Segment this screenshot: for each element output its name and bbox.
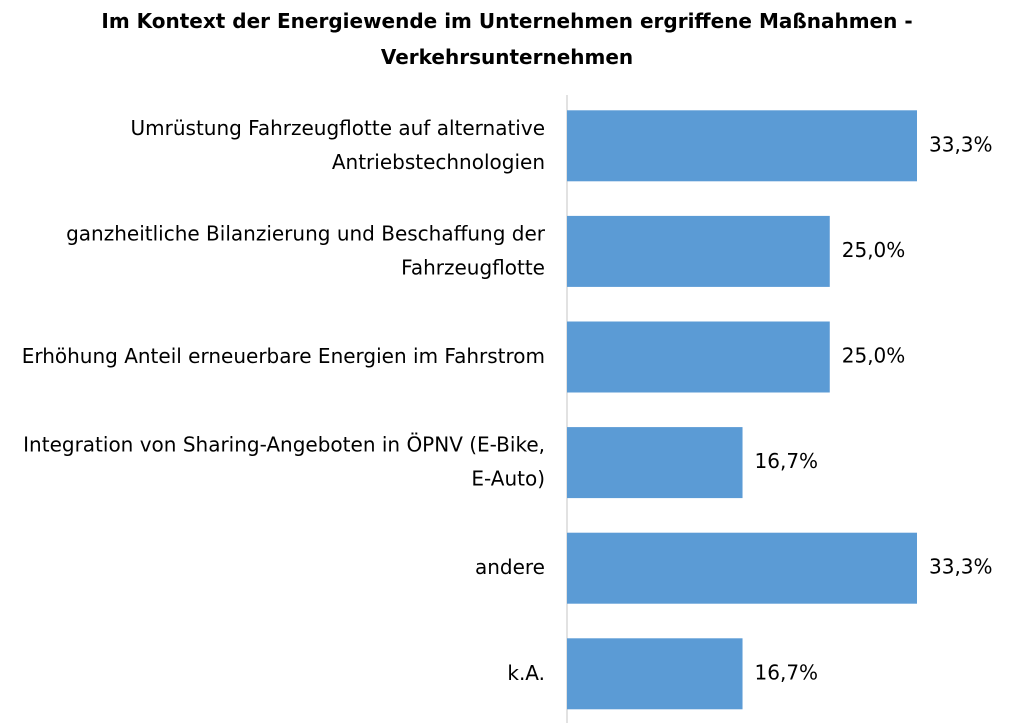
bar: [567, 321, 830, 393]
category-label: andere: [475, 555, 545, 579]
value-label: 16,7%: [755, 660, 819, 684]
bar: [567, 638, 743, 710]
category-label: Umrüstung Fahrzeugflotte auf alternative…: [131, 115, 546, 173]
bar: [567, 532, 917, 604]
chart-title: Im Kontext der Energiewende im Unternehm…: [101, 9, 912, 69]
value-label: 33,3%: [929, 555, 993, 579]
category-label: k.A.: [507, 660, 545, 684]
bar: [567, 110, 917, 182]
category-label: Erhöhung Anteil erneuerbare Energien im …: [22, 344, 545, 368]
value-label: 33,3%: [929, 132, 993, 156]
value-label: 16,7%: [755, 449, 819, 473]
category-label: ganzheitliche Bilanzierung und Beschaffu…: [66, 221, 546, 279]
bar: [567, 427, 743, 499]
category-label: Integration von Sharing-Angeboten in ÖPN…: [23, 432, 545, 490]
value-label: 25,0%: [842, 238, 906, 262]
value-label: 25,0%: [842, 344, 906, 368]
bar: [567, 215, 830, 287]
